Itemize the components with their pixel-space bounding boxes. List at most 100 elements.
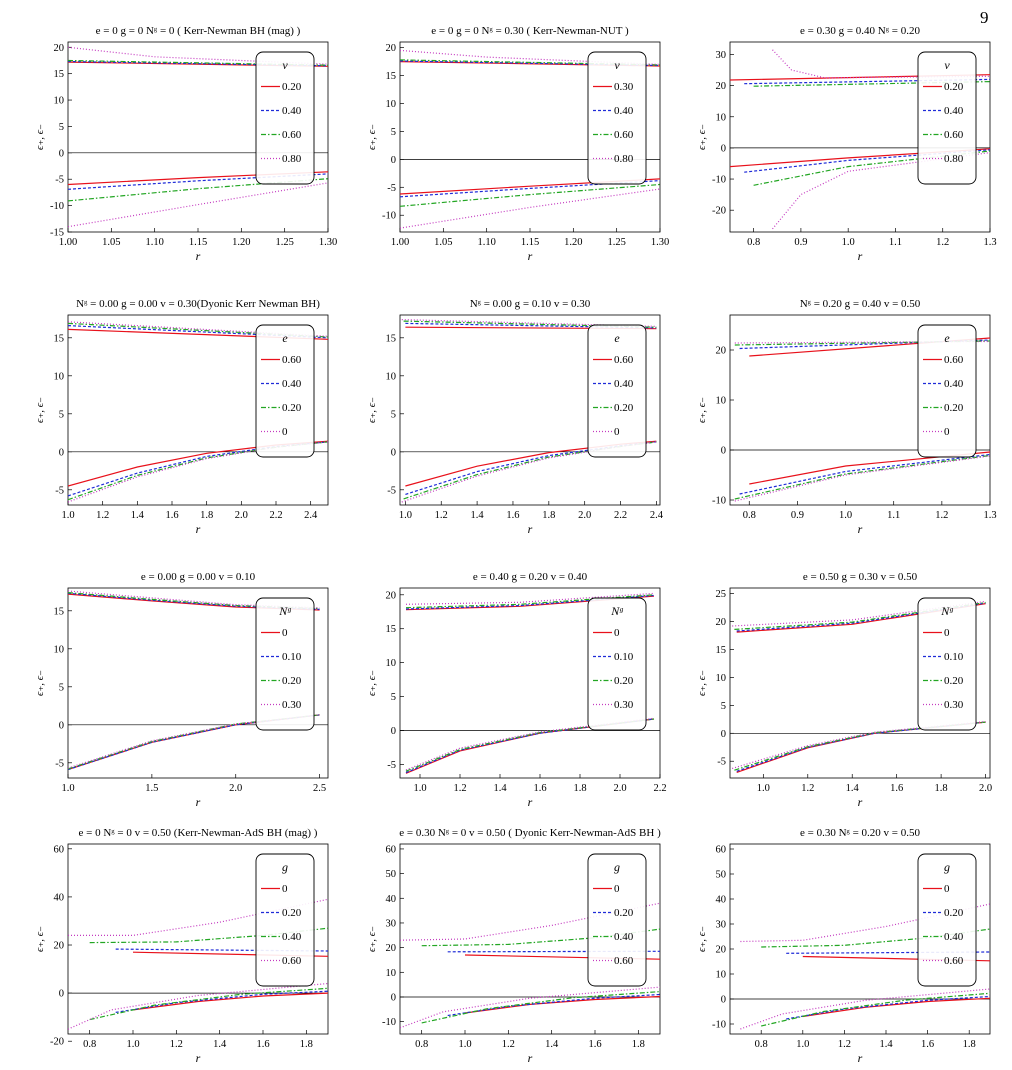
x-tick-label: 1.25 bbox=[607, 237, 625, 248]
y-axis-label: ϵ₊, ϵ₋ bbox=[34, 670, 46, 696]
x-tick-label: 1.2 bbox=[838, 1039, 851, 1050]
chart-title: e = 0.40 g = 0.20 v = 0.40 bbox=[473, 571, 588, 583]
page-number: 9 bbox=[980, 8, 989, 27]
x-tick-label: 0.8 bbox=[755, 1039, 768, 1050]
x-tick-label: 1.4 bbox=[471, 510, 485, 521]
y-tick-label: 10 bbox=[386, 99, 397, 110]
y-axis-label: ϵ₊, ϵ₋ bbox=[366, 397, 378, 423]
legend-entry-label: 0.20 bbox=[282, 675, 302, 687]
series-0.30-lower-line bbox=[732, 721, 986, 770]
chart-title: Nᵍ = 0.00 g = 0.10 v = 0.30 bbox=[470, 298, 591, 310]
y-tick-label: 20 bbox=[716, 346, 727, 357]
x-tick-label: 1.4 bbox=[545, 1039, 559, 1050]
series-0.60-lower-line bbox=[68, 982, 328, 1030]
x-tick-label: 1.15 bbox=[521, 237, 539, 248]
y-tick-label: 40 bbox=[54, 892, 65, 903]
legend-entry-label: 0.60 bbox=[944, 354, 964, 366]
y-tick-label: -10 bbox=[712, 496, 726, 507]
x-axis-label: r bbox=[858, 249, 863, 263]
plot-frame bbox=[729, 587, 991, 779]
x-tick-label: 1.00 bbox=[59, 237, 77, 248]
plot-frame bbox=[729, 843, 991, 1035]
legend-entry-label: 0.20 bbox=[282, 81, 302, 93]
series-0.60-lower-line bbox=[740, 988, 990, 1030]
y-tick-label: 10 bbox=[54, 644, 65, 655]
legend: g 0 0.20 0.40 0.60 bbox=[587, 853, 647, 987]
x-tick-label: 1.2 bbox=[502, 1039, 515, 1050]
x-tick-label: 1.6 bbox=[921, 1039, 934, 1050]
series-0-lower-line bbox=[401, 441, 657, 503]
x-tick-label: 0.8 bbox=[415, 1039, 428, 1050]
legend-box bbox=[587, 597, 647, 731]
x-tick-label: 1.10 bbox=[477, 237, 495, 248]
series-0.40-upper-line bbox=[405, 322, 657, 329]
plot-area bbox=[68, 898, 328, 1030]
y-tick-label: 0 bbox=[721, 729, 726, 740]
y-tick-label: -10 bbox=[382, 211, 396, 222]
series-0.40-lower-line bbox=[739, 453, 990, 495]
y-tick-label: 10 bbox=[386, 658, 397, 669]
y-tick-label: 5 bbox=[391, 127, 396, 138]
y-tick-label: 40 bbox=[386, 894, 397, 905]
legend-title: v bbox=[282, 58, 288, 72]
y-tick-label: -5 bbox=[717, 757, 726, 768]
x-axis-label: r bbox=[858, 522, 863, 536]
legend: g 0 0.20 0.40 0.60 bbox=[255, 853, 315, 987]
y-axis-label: ϵ₊, ϵ₋ bbox=[696, 670, 708, 696]
x-tick-label: 1.2 bbox=[453, 783, 466, 794]
legend-entry-label: 0 bbox=[614, 627, 620, 639]
x-tick-label: 0.8 bbox=[743, 510, 756, 521]
plot-frame bbox=[399, 587, 661, 779]
y-axis-label: ϵ₊, ϵ₋ bbox=[366, 670, 378, 696]
x-tick-label: 1.6 bbox=[588, 1039, 601, 1050]
y-tick-label: 0 bbox=[391, 155, 396, 166]
x-tick-label: 1.05 bbox=[434, 237, 452, 248]
x-tick-label: 1.0 bbox=[757, 783, 770, 794]
y-tick-label: 0 bbox=[59, 989, 64, 1000]
x-tick-label: 2.0 bbox=[229, 783, 242, 794]
legend-entry-label: 0.20 bbox=[614, 675, 634, 687]
x-tick-label: 1.3 bbox=[983, 510, 996, 521]
x-tick-label: 1.0 bbox=[839, 510, 852, 521]
x-tick-label: 1.8 bbox=[300, 1039, 313, 1050]
y-tick-label: 0 bbox=[59, 148, 64, 159]
legend-entry-label: 0.40 bbox=[614, 931, 634, 943]
x-tick-label: 1.0 bbox=[796, 1039, 809, 1050]
legend-box bbox=[917, 51, 977, 185]
y-tick-label: -15 bbox=[50, 228, 64, 239]
series-0.10-lower-line bbox=[736, 721, 986, 772]
y-axis-label: ϵ₊, ϵ₋ bbox=[34, 124, 46, 150]
series-0.80-upper-line bbox=[772, 49, 990, 79]
y-tick-label: 0 bbox=[721, 995, 726, 1006]
legend-entry-label: 0 bbox=[944, 883, 950, 895]
legend-entry-label: 0.40 bbox=[944, 931, 964, 943]
y-axis-label: ϵ₊, ϵ₋ bbox=[34, 397, 46, 423]
legend-entry-label: 0.60 bbox=[614, 354, 634, 366]
legend-entry-label: 0.20 bbox=[282, 402, 302, 414]
series-0.80-lower-line bbox=[68, 182, 328, 228]
x-tick-label: 1.8 bbox=[573, 783, 586, 794]
legend-box bbox=[255, 51, 315, 185]
legend-entry-label: 0.80 bbox=[614, 153, 634, 165]
y-axis-label: ϵ₊, ϵ₋ bbox=[34, 926, 46, 952]
legend: e 0.60 0.40 0.20 0 bbox=[917, 324, 977, 458]
legend-entry-label: 0 bbox=[282, 426, 288, 438]
series-0-upper-line bbox=[734, 340, 990, 344]
legend-entry-label: 0.40 bbox=[614, 105, 634, 117]
x-tick-label: 1.05 bbox=[102, 237, 120, 248]
legend: Nᵍ 0 0.10 0.20 0.30 bbox=[255, 597, 315, 731]
y-tick-label: 20 bbox=[716, 945, 727, 956]
y-tick-label: 30 bbox=[716, 920, 727, 931]
y-tick-label: 20 bbox=[386, 590, 397, 601]
y-tick-label: 0 bbox=[59, 447, 64, 458]
y-tick-label: -5 bbox=[55, 485, 64, 496]
series-0.40-upper-line bbox=[739, 339, 990, 350]
y-tick-label: 20 bbox=[386, 43, 397, 54]
series-0-lower-line bbox=[734, 455, 990, 502]
y-axis-label: ϵ₊, ϵ₋ bbox=[696, 926, 708, 952]
series-0.20-lower-line bbox=[115, 990, 328, 1013]
chart-panel-10: e = 0 Nᵍ = 0 v = 0.50 (Kerr-Newman-AdS B… bbox=[34, 827, 329, 1065]
legend: Nᵍ 0 0.10 0.20 0.30 bbox=[587, 597, 647, 731]
x-tick-label: 1.8 bbox=[542, 510, 555, 521]
